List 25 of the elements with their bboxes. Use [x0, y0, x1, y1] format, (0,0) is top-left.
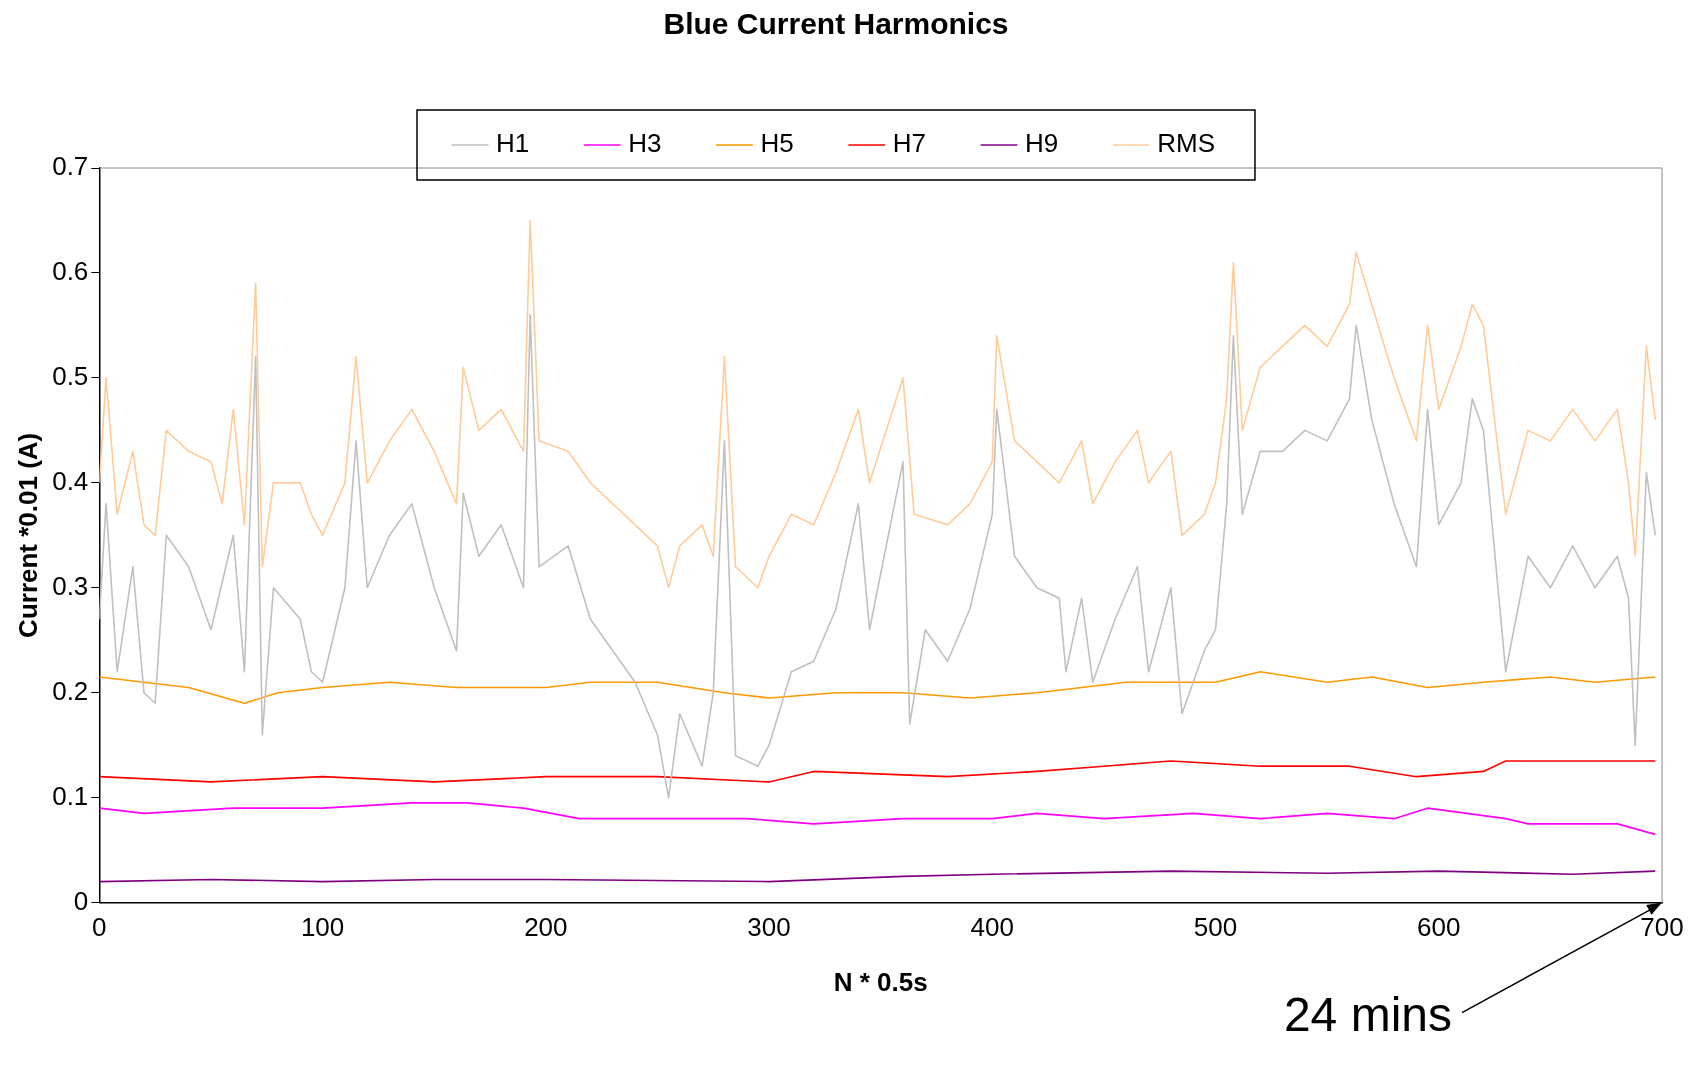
x-tick-label: 200	[524, 912, 568, 943]
y-tick-label: 0.7	[52, 151, 89, 182]
legend-label: H3	[628, 128, 662, 159]
legend-label: H9	[1024, 128, 1059, 159]
y-tick-label: 0.3	[52, 570, 89, 601]
y-tick-label: 0.6	[52, 256, 89, 287]
x-tick-label: 300	[747, 912, 791, 943]
y-tick-label: 0.1	[52, 780, 89, 811]
legend-label: H1	[496, 128, 530, 159]
y-tick-label: 0.4	[52, 466, 89, 496]
text: 24 mins	[1283, 987, 1452, 1041]
chart-title: Blue Current Harmonics	[663, 7, 1009, 41]
x-axis-title: N * 0.5s	[833, 966, 928, 997]
x-tick-label: 100	[300, 912, 345, 943]
y-axis-title: Current *0.01 (A)	[12, 432, 43, 638]
y-tick-label: 0.2	[52, 675, 89, 706]
legend-label: RMS	[1157, 128, 1215, 159]
y-tick-label: 0.5	[52, 361, 89, 392]
x-tick-label: 500	[1193, 912, 1238, 943]
legend-label: H7	[892, 128, 926, 159]
x-tick-label: 700	[1640, 912, 1684, 943]
x-tick-label: 400	[970, 912, 1014, 943]
x-tick-label: 600	[1417, 912, 1461, 943]
y-tick-label: 0	[73, 885, 89, 916]
legend-label: H5	[760, 128, 794, 159]
